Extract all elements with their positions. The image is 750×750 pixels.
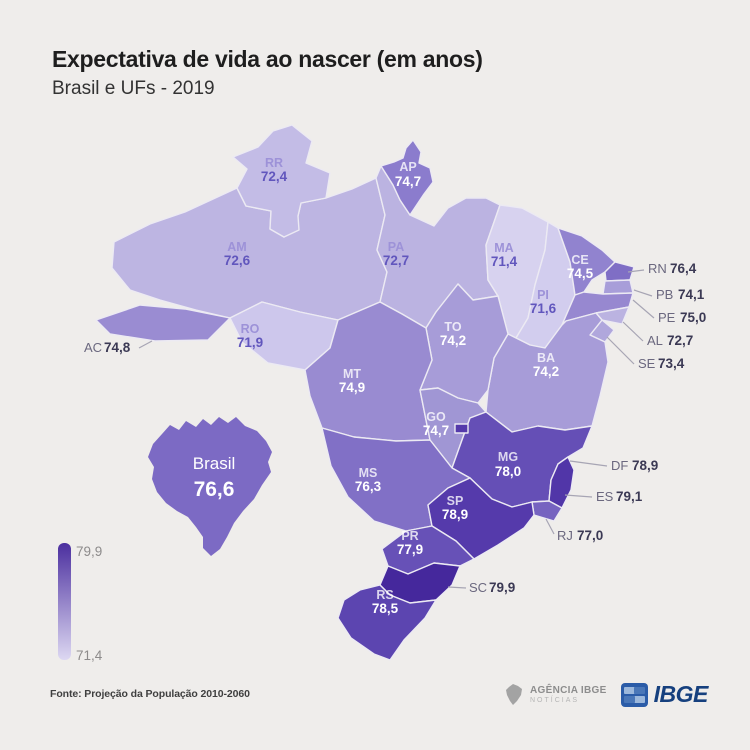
connector-rn xyxy=(627,269,645,273)
connector-al xyxy=(622,321,644,342)
label-go-abbr: GO xyxy=(426,410,446,424)
side-label-df-abbr: DF xyxy=(611,458,628,473)
state-ce xyxy=(557,227,616,296)
label-sp-value: 78,9 xyxy=(442,507,468,522)
label-ms-abbr: MS xyxy=(359,466,378,480)
label-ba-value: 74,2 xyxy=(533,364,559,379)
label-ap-value: 74,7 xyxy=(395,174,421,189)
side-label-al-value: 72,7 xyxy=(667,333,693,348)
side-label-df-value: 78,9 xyxy=(632,458,658,473)
state-ap xyxy=(380,139,434,216)
label-rs-abbr: RS xyxy=(376,588,393,602)
connector-ac xyxy=(138,340,153,349)
side-label-es-value: 79,1 xyxy=(616,489,643,504)
label-to-abbr: TO xyxy=(444,320,461,334)
label-ma-value: 71,4 xyxy=(491,254,518,269)
side-label-rn-value: 76,4 xyxy=(670,261,697,276)
label-pa-value: 72,7 xyxy=(383,253,409,268)
side-label-ac-value: 74,8 xyxy=(104,340,131,355)
label-ap-abbr: AP xyxy=(399,160,416,174)
ibge-logo: IBGE xyxy=(620,681,709,708)
connector-rj xyxy=(545,518,555,535)
label-pi-value: 71,6 xyxy=(530,301,557,316)
agencia-subtitle: NOTÍCIAS xyxy=(530,697,580,704)
brasil-inset-shape xyxy=(148,417,272,556)
brasil-value: 76,6 xyxy=(194,478,235,501)
label-pi-abbr: PI xyxy=(537,288,549,302)
state-sp xyxy=(427,477,535,560)
side-label-se-abbr: SE xyxy=(638,356,656,371)
source-note: Fonte: Projeção da População 2010-2060 xyxy=(50,688,250,700)
label-mt-value: 74,9 xyxy=(339,380,365,395)
state-ac xyxy=(95,304,231,342)
agencia-brazil-map-icon xyxy=(506,683,522,705)
side-label-es-abbr: ES xyxy=(596,489,614,504)
label-ro-abbr: RO xyxy=(241,322,260,336)
footer-logos: AGÊNCIA IBGE NOTÍCIAS IBGE xyxy=(503,681,708,708)
connector-pe xyxy=(632,299,655,319)
state-df-square xyxy=(454,423,469,434)
label-rs-value: 78,5 xyxy=(372,601,399,616)
connector-sc xyxy=(447,586,467,589)
side-label-pb-abbr: PB xyxy=(656,287,673,302)
label-mt-abbr: MT xyxy=(343,367,361,381)
label-rr-value: 72,4 xyxy=(261,169,288,184)
connector-df xyxy=(569,460,608,467)
label-ba-abbr: BA xyxy=(537,351,555,365)
page-subtitle: Brasil e UFs - 2019 xyxy=(52,78,215,99)
label-go-value: 74,7 xyxy=(423,423,449,438)
connector-es xyxy=(564,494,593,498)
label-sp-abbr: SP xyxy=(447,494,464,508)
state-rr xyxy=(232,124,331,238)
connector-pb xyxy=(633,289,653,297)
side-label-rn-abbr: RN xyxy=(648,261,667,276)
side-label-al-abbr: AL xyxy=(647,333,663,348)
ibge-wordmark: IBGE xyxy=(653,681,709,707)
legend-min-label: 71,4 xyxy=(76,648,103,663)
legend-max-label: 79,9 xyxy=(76,544,102,559)
agencia-text-block: AGÊNCIA IBGE NOTÍCIAS xyxy=(530,685,607,704)
connector-se xyxy=(606,336,635,365)
label-mg-abbr: MG xyxy=(498,450,518,464)
legend-gradient-bar xyxy=(58,543,71,660)
side-label-pb-value: 74,1 xyxy=(678,287,705,302)
label-pr-value: 77,9 xyxy=(397,542,423,557)
label-ce-abbr: CE xyxy=(571,253,588,267)
side-label-pe-abbr: PE xyxy=(658,310,676,325)
label-am-abbr: AM xyxy=(227,240,246,254)
label-pa-abbr: PA xyxy=(388,240,404,254)
label-pr-abbr: PR xyxy=(401,529,418,543)
side-label-ac-abbr: AC xyxy=(84,340,102,355)
label-ro-value: 71,9 xyxy=(237,335,263,350)
side-label-rj-abbr: RJ xyxy=(557,528,573,543)
state-pb xyxy=(602,279,634,295)
agencia-title: AGÊNCIA IBGE xyxy=(530,685,607,696)
agencia-ibge-logo: AGÊNCIA IBGE NOTÍCIAS xyxy=(503,683,607,707)
side-label-pe-value: 75,0 xyxy=(680,310,706,325)
label-ms-value: 76,3 xyxy=(355,479,382,494)
ibge-logo-icon xyxy=(620,682,648,707)
label-ma-abbr: MA xyxy=(494,241,513,255)
side-label-sc-abbr: SC xyxy=(469,580,487,595)
label-mg-value: 78,0 xyxy=(495,464,521,479)
label-rr-abbr: RR xyxy=(265,156,283,170)
side-label-se-value: 73,4 xyxy=(658,356,685,371)
state-rs xyxy=(337,584,437,661)
page-title: Expectativa de vida ao nascer (em anos) xyxy=(52,46,483,72)
label-ce-value: 74,5 xyxy=(567,266,594,281)
side-label-rj-value: 77,0 xyxy=(577,528,603,543)
brasil-label: Brasil xyxy=(193,454,236,473)
label-am-value: 72,6 xyxy=(224,253,251,268)
side-label-sc-value: 79,9 xyxy=(489,580,515,595)
label-to-value: 74,2 xyxy=(440,333,466,348)
